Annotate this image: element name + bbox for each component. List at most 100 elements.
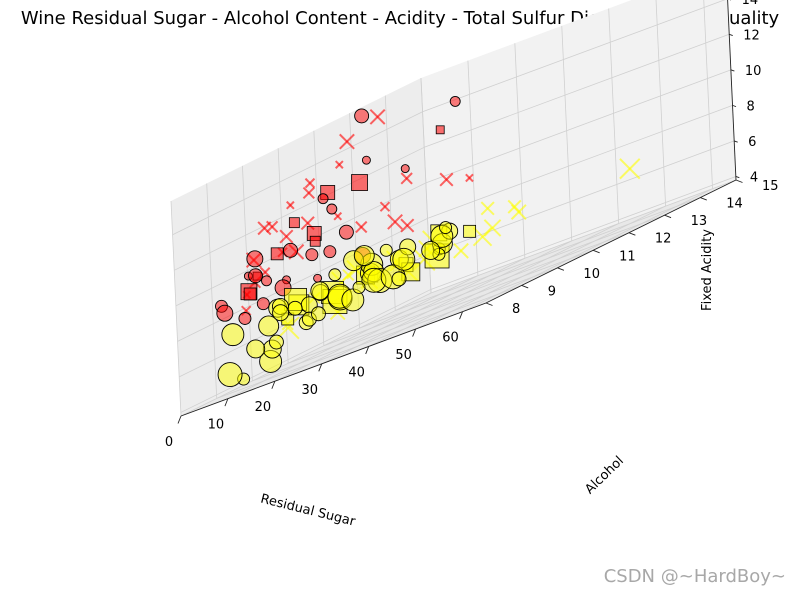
x-tick-label-mark: [318, 363, 323, 372]
white-wine-x-point: [480, 201, 495, 216]
white-wine-circle-point: [352, 280, 366, 294]
red-wine-circle-point: [283, 242, 298, 258]
white-wine-circle-point: [221, 323, 245, 347]
z-tick-label-mark: [734, 140, 738, 143]
grid-line-x: [415, 205, 666, 330]
x-tick-label: 50: [395, 348, 412, 363]
white-wine-circle-point: [287, 300, 303, 316]
grid-line-y: [288, 249, 594, 364]
red-wine-circle-point: [449, 95, 461, 107]
red-wine-circle-point: [338, 224, 354, 240]
grid-line-z: [175, 182, 427, 307]
z-tick-label-mark: [729, 33, 733, 36]
y-tick-label: 10: [583, 267, 600, 282]
red-wine-x-point: [333, 211, 343, 221]
z-axis-label: Fixed Acidity: [700, 229, 715, 311]
white-wine-x-point: [453, 242, 469, 259]
red-wine-x-point: [339, 133, 355, 150]
x-tick-label-mark: [412, 328, 417, 337]
red-wine-square-point: [270, 247, 284, 261]
white-wine-x-point: [619, 158, 641, 180]
y-tick-label-mark: [557, 267, 565, 271]
x-tick-label: 60: [442, 331, 459, 346]
red-wine-x-point: [400, 172, 413, 185]
red-wine-circle-point: [248, 268, 263, 284]
grid-line-y: [359, 214, 665, 329]
grid-line-y: [395, 197, 701, 311]
grid-line-x: [321, 240, 572, 365]
red-wine-x-point: [304, 177, 316, 189]
grid-line-z: [177, 218, 428, 342]
grid-line-z: [425, 69, 732, 184]
red-wine-x-point: [279, 229, 294, 244]
y-tick-label: 13: [691, 214, 708, 229]
y-tick-label: 8: [512, 302, 520, 317]
red-wine-x-point: [369, 108, 386, 125]
red-wine-circle-point: [317, 193, 329, 205]
grid-line-x: [227, 275, 479, 399]
y-tick-label-mark: [485, 302, 493, 306]
x-tick-label: 40: [348, 365, 365, 380]
red-wine-circle-point: [313, 273, 323, 283]
red-wine-square-point: [243, 287, 257, 301]
red-wine-x-point: [387, 213, 403, 230]
y-axis-label: Alcohol: [582, 454, 627, 498]
y-tick-label: 12: [655, 232, 672, 247]
y-tick-label: 11: [619, 249, 636, 264]
grid-line-z: [427, 104, 733, 219]
x-tick-label-mark: [365, 346, 370, 355]
x-tick-label-mark: [177, 415, 182, 424]
x-tick-label: 30: [301, 383, 318, 398]
grid-line-z: [172, 111, 423, 236]
red-wine-circle-point: [305, 248, 319, 262]
white-wine-circle-point: [391, 271, 407, 287]
white-wine-circle-point: [258, 315, 280, 337]
red-wine-x-point: [379, 201, 391, 212]
grid-line-x: [608, 8, 620, 224]
red-wine-square-point: [351, 174, 368, 191]
white-wine-circle-point: [272, 304, 290, 322]
grid-line-y: [170, 200, 182, 417]
z-axis-line: [727, 0, 737, 181]
y-tick-label: 14: [726, 197, 743, 212]
grid-line-y: [252, 267, 558, 382]
grid-line-x: [462, 188, 713, 313]
y-tick-label-mark: [521, 285, 529, 289]
red-wine-square-point: [288, 217, 300, 229]
y-tick-label: 9: [548, 284, 556, 299]
z-tick-label: 12: [743, 28, 760, 43]
white-wine-circle-point: [310, 281, 330, 301]
x-tick-label-mark: [271, 381, 276, 389]
red-wine-x-point: [334, 160, 344, 169]
grid-line-y: [216, 285, 522, 399]
z-tick-label-mark: [732, 104, 737, 108]
grid-line-y: [323, 232, 629, 347]
red-wine-circle-point: [238, 312, 252, 325]
grid-line-x: [655, 0, 667, 207]
red-wine-circle-point: [361, 155, 371, 165]
red-wine-circle-point: [261, 275, 272, 287]
x-tick-label: 0: [165, 435, 173, 450]
grid-line-z: [430, 176, 736, 290]
grid-line-x: [180, 292, 432, 417]
y-tick-label-mark: [700, 197, 707, 201]
red-wine-circle-point: [323, 245, 337, 259]
axis-edges: [180, 0, 737, 417]
white-wine-circle-point: [310, 306, 326, 322]
z-tick-label: 4: [750, 170, 758, 185]
red-wine-circle-point: [400, 164, 410, 174]
floor-pane: [181, 180, 736, 416]
y-tick-label-mark: [592, 249, 600, 254]
red-wine-x-point: [257, 221, 272, 236]
white-wine-circle-point: [217, 362, 243, 387]
red-wine-x-point: [400, 218, 415, 233]
x-tick-label-mark: [459, 311, 463, 320]
white-wine-x-point: [342, 268, 355, 282]
grid-line-y: [430, 179, 737, 294]
red-wine-circle-point: [256, 297, 270, 311]
white-wine-circle-point: [439, 221, 453, 235]
grid-line-z: [424, 33, 730, 148]
data-points: [215, 95, 641, 387]
x-tick-label: 20: [255, 400, 272, 415]
red-wine-x-point: [302, 186, 315, 200]
